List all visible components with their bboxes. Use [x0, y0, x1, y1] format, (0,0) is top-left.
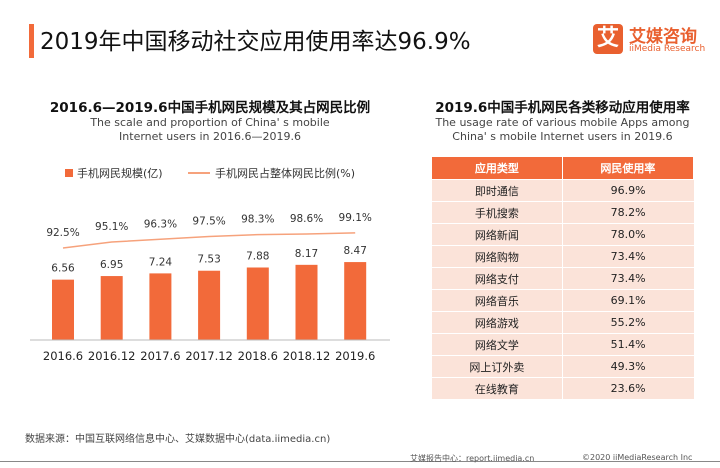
bar: [52, 279, 74, 340]
logo: 艾 艾媒咨询 iiMedia Research: [593, 24, 705, 60]
title-accent-bar: [29, 24, 34, 58]
app-type-cell: 在线教育: [432, 377, 563, 399]
app-type-cell: 即时通信: [432, 179, 563, 202]
bar-value-label: 6.56: [51, 263, 75, 275]
page-title: 2019年中国移动社交应用使用率达96.9%: [40, 29, 471, 55]
data-source: 数据来源：中国互联网络信息中心、艾媒数据中心(data.iimedia.cn): [25, 434, 331, 445]
line-value-label: 98.3%: [241, 214, 274, 226]
app-type-cell: 网络游戏: [432, 311, 563, 334]
usage-chart: 手机网民规模(亿) 手机网民占整体网民比例(%) 6.56 2016.6 92.5% 6.…: [30, 166, 390, 363]
right-table-subtitle-2: China' s mobile Internet users in 2019.6: [452, 130, 673, 143]
bar: [198, 270, 221, 340]
usage-rate-cell: 23.6%: [562, 377, 694, 399]
bar-value-label: 7.24: [149, 256, 173, 268]
bar: [100, 276, 123, 340]
table-header: 网民使用率: [562, 157, 695, 180]
app-type-cell: 网络购物: [432, 245, 563, 268]
footer-divider: [0, 461, 720, 462]
left-chart-subtitle-1: The scale and proportion of China' s mob…: [90, 116, 330, 129]
table-row: 手机搜索 78.2%: [432, 201, 694, 224]
x-tick-label: 2016.6: [43, 349, 83, 363]
report-link[interactable]: 艾媒报告中心：report.iimedia.cn: [410, 454, 535, 463]
usage-rate-cell: 73.4%: [562, 245, 694, 268]
bar: [246, 267, 269, 340]
usage-rate-cell: 69.1%: [562, 289, 694, 312]
usage-rate-cell: 96.9%: [562, 179, 694, 202]
app-type-cell: 网络文学: [432, 333, 563, 356]
bar-value-label: 7.53: [197, 254, 220, 266]
line-value-label: 92.5%: [46, 227, 79, 239]
usage-rate-cell: 55.2%: [562, 311, 694, 334]
x-tick-label: 2017.12: [185, 349, 233, 363]
line-value-label: 99.1%: [339, 212, 372, 224]
table-header: 应用类型: [432, 157, 563, 180]
line-value-label: 98.6%: [290, 213, 323, 225]
left-chart-title: 2016.6—2019.6中国手机网民规模及其占网民比例: [49, 100, 371, 116]
usage-rate-cell: 51.4%: [562, 333, 694, 356]
bar-value-label: 6.95: [100, 259, 123, 271]
app-type-cell: 网络新闻: [432, 223, 563, 246]
table-row: 网络支付 73.4%: [432, 267, 694, 290]
right-table-title: 2019.6中国手机网民各类移动应用使用率: [435, 100, 690, 116]
x-tick-label: 2017.6: [140, 349, 180, 363]
app-type-cell: 网上订外卖: [432, 355, 563, 378]
legend-bar-label: 手机网民规模(亿): [77, 166, 163, 180]
usage-table: 应用类型 网民使用率 即时通信 96.9% 手机搜索 78.2% 网络新闻 78.0% 网络…: [432, 157, 695, 399]
bar-value-label: 8.17: [295, 248, 318, 260]
left-chart-subtitle-2: Internet users in 2016.6—2019.6: [119, 130, 301, 143]
bar-value-label: 7.88: [246, 251, 269, 263]
table-row: 网络购物 73.4%: [432, 245, 694, 268]
app-type-cell: 手机搜索: [432, 201, 563, 224]
usage-rate-cell: 78.0%: [562, 223, 694, 246]
bar: [149, 273, 172, 340]
logo-mark: 艾: [593, 24, 623, 54]
table-row: 网络游戏 55.2%: [432, 311, 694, 334]
x-tick-label: 2018.12: [283, 349, 331, 363]
x-tick-label: 2019.6: [335, 349, 375, 363]
table-row: 在线教育 23.6%: [432, 377, 694, 399]
table-row: 网上订外卖 49.3%: [432, 355, 694, 378]
ratio-line: [62, 232, 356, 249]
logo-cn: 艾媒咨询: [629, 27, 697, 47]
line-value-label: 96.3%: [144, 218, 177, 230]
legend-line-label: 手机网民占整体网民比例(%): [215, 166, 355, 180]
table-row: 网络音乐 69.1%: [432, 289, 694, 312]
copyright: ©2020 iiMediaResearch Inc: [582, 453, 693, 462]
bar: [295, 264, 318, 340]
usage-rate-cell: 78.2%: [562, 201, 694, 224]
x-tick-label: 2016.12: [88, 349, 136, 363]
x-tick-label: 2018.6: [238, 349, 278, 363]
usage-rate-cell: 49.3%: [562, 355, 694, 378]
app-type-cell: 网络支付: [432, 267, 563, 290]
line-value-label: 97.5%: [192, 216, 225, 228]
bar-value-label: 8.47: [344, 245, 367, 257]
table-row: 网络新闻 78.0%: [432, 223, 694, 246]
logo-en: iiMedia Research: [629, 44, 706, 54]
table-row: 网络文学 51.4%: [432, 333, 694, 356]
usage-rate-cell: 73.4%: [562, 267, 694, 290]
legend-bar-swatch: [65, 169, 73, 177]
right-table-subtitle-1: The usage rate of various mobile Apps am…: [435, 116, 690, 129]
app-type-cell: 网络音乐: [432, 289, 563, 312]
line-value-label: 95.1%: [95, 221, 128, 233]
table-row: 即时通信 96.9%: [432, 179, 694, 202]
bar: [344, 262, 367, 340]
